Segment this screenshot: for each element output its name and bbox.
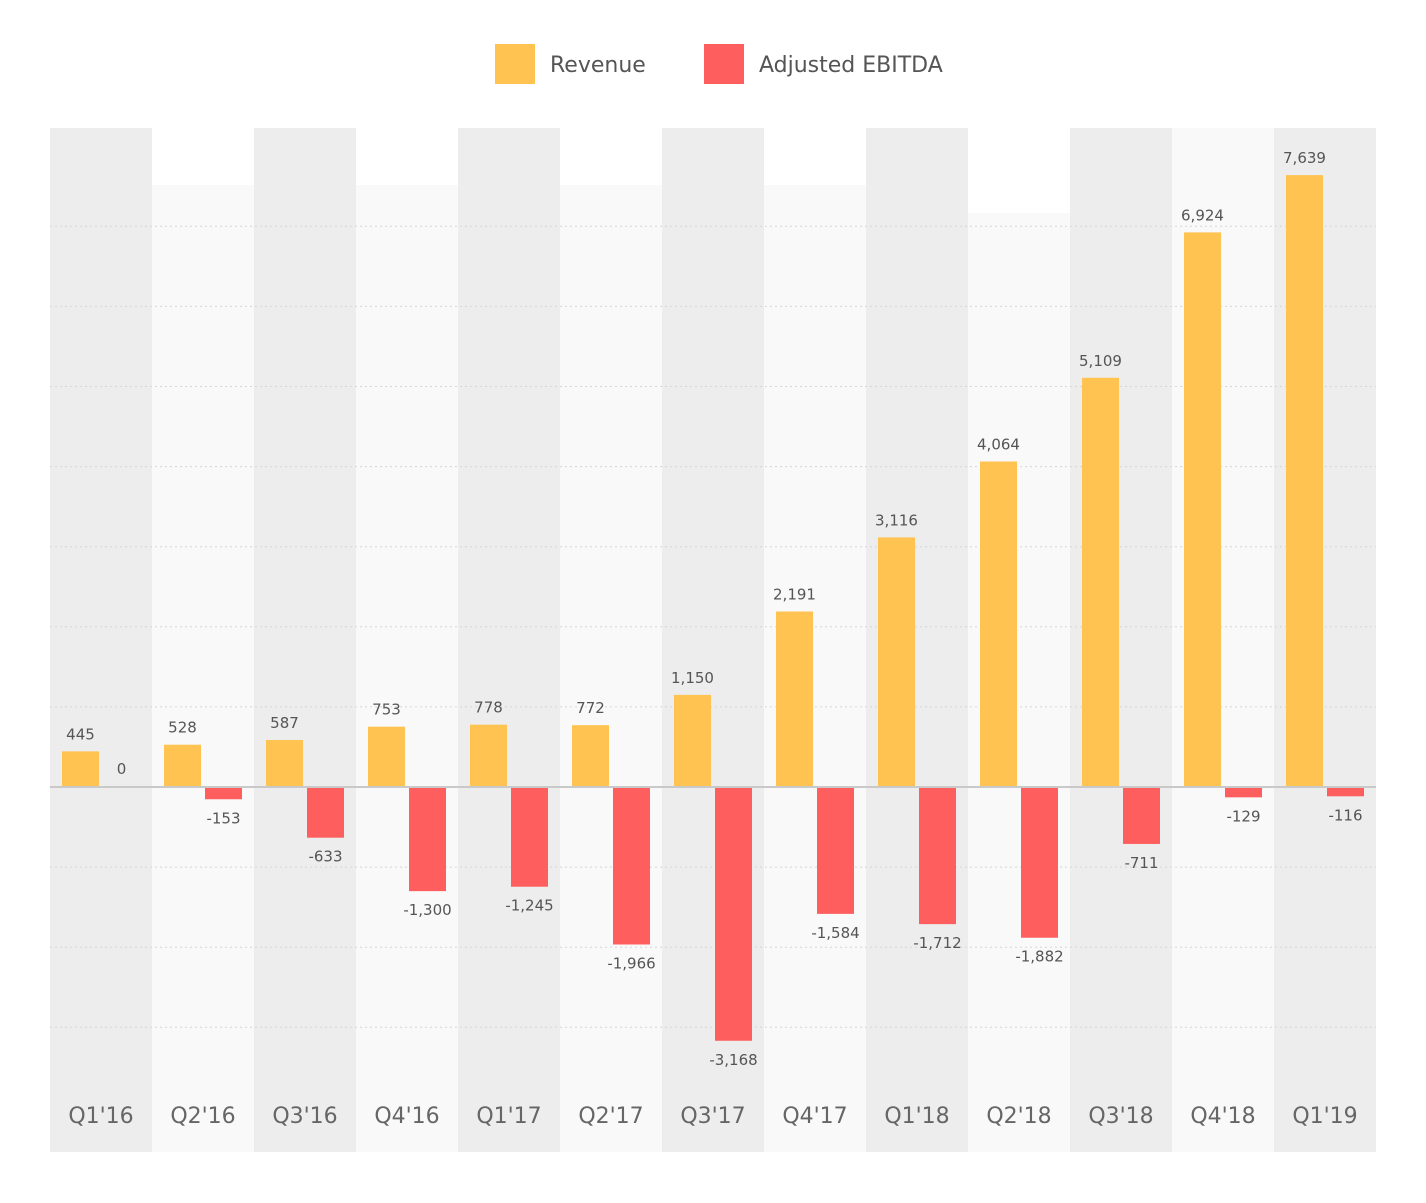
value-label-adjusted-ebitda: -1,966 bbox=[607, 954, 655, 972]
value-labels: 445 0 528 -153 587 -633 753 -1,300 778 -1,245 772 -… bbox=[66, 149, 1362, 1069]
legend-swatch-revenue bbox=[495, 44, 535, 84]
value-label-revenue: 2,191 bbox=[773, 586, 816, 604]
bar-adjusted-ebitda[interactable] bbox=[1123, 787, 1160, 844]
bar-adjusted-ebitda[interactable] bbox=[511, 787, 548, 887]
bar-adjusted-ebitda[interactable] bbox=[409, 787, 446, 892]
bar-adjusted-ebitda[interactable] bbox=[1021, 787, 1058, 938]
category-label: Q3'17 bbox=[680, 1104, 745, 1129]
value-label-adjusted-ebitda: -711 bbox=[1124, 854, 1158, 872]
value-label-adjusted-ebitda: -1,712 bbox=[913, 934, 961, 952]
value-label-revenue: 753 bbox=[372, 701, 401, 719]
category-label: Q1'19 bbox=[1292, 1104, 1357, 1129]
category-label: Q1'17 bbox=[476, 1104, 541, 1129]
bar-revenue[interactable] bbox=[368, 726, 405, 787]
value-label-revenue: 4,064 bbox=[977, 435, 1020, 453]
value-label-adjusted-ebitda: -1,300 bbox=[403, 901, 451, 919]
value-label-revenue: 445 bbox=[66, 725, 95, 743]
bar-adjusted-ebitda[interactable] bbox=[307, 787, 344, 838]
value-label-revenue: 772 bbox=[576, 699, 605, 717]
value-label-revenue: 1,150 bbox=[671, 669, 714, 687]
legend-item-revenue[interactable]: Revenue bbox=[495, 44, 646, 84]
gridlines bbox=[50, 225, 1376, 1028]
value-label-adjusted-ebitda: -129 bbox=[1226, 807, 1260, 825]
bar-revenue[interactable] bbox=[1184, 232, 1221, 788]
bar-revenue[interactable] bbox=[776, 611, 813, 787]
value-label-adjusted-ebitda: -116 bbox=[1328, 806, 1362, 824]
bar-adjusted-ebitda[interactable] bbox=[1327, 787, 1364, 797]
bar-revenue[interactable] bbox=[878, 537, 915, 787]
column-bands bbox=[50, 128, 1376, 1152]
bar-revenue[interactable] bbox=[62, 751, 99, 787]
bar-adjusted-ebitda[interactable] bbox=[205, 787, 242, 800]
category-label: Q4'16 bbox=[374, 1104, 439, 1129]
column-band bbox=[560, 185, 662, 1152]
bar-adjusted-ebitda[interactable] bbox=[817, 787, 854, 914]
legend-item-adjusted-ebitda[interactable]: Adjusted EBITDA bbox=[704, 44, 943, 84]
bar-revenue[interactable] bbox=[572, 725, 609, 787]
bar-adjusted-ebitda[interactable] bbox=[1225, 787, 1262, 798]
bar-adjusted-ebitda[interactable] bbox=[613, 787, 650, 945]
category-labels: Q1'16 Q2'16 Q3'16 Q4'16 Q1'17 Q2'17 Q3'17 Q4'17… bbox=[68, 1104, 1357, 1129]
column-band bbox=[458, 128, 560, 1152]
category-label: Q4'17 bbox=[782, 1104, 847, 1129]
value-label-adjusted-ebitda: -3,168 bbox=[709, 1051, 757, 1069]
value-label-adjusted-ebitda: -1,245 bbox=[505, 897, 553, 915]
value-label-revenue: 6,924 bbox=[1181, 206, 1224, 224]
value-label-adjusted-ebitda: -633 bbox=[308, 848, 342, 866]
legend-label-revenue: Revenue bbox=[550, 53, 646, 78]
category-label: Q3'18 bbox=[1088, 1104, 1153, 1129]
value-label-revenue: 7,639 bbox=[1283, 149, 1326, 167]
bar-revenue[interactable] bbox=[164, 744, 201, 787]
value-label-revenue: 5,109 bbox=[1079, 352, 1122, 370]
category-label: Q2'18 bbox=[986, 1104, 1051, 1129]
value-label-adjusted-ebitda: -1,882 bbox=[1015, 948, 1063, 966]
category-label: Q2'16 bbox=[170, 1104, 235, 1129]
value-label-adjusted-ebitda: -153 bbox=[206, 809, 240, 827]
bar-revenue[interactable] bbox=[980, 461, 1017, 787]
bar-revenue[interactable] bbox=[1082, 377, 1119, 787]
bar-revenue[interactable] bbox=[266, 739, 303, 787]
legend-label-adjusted-ebitda: Adjusted EBITDA bbox=[759, 53, 943, 78]
value-label-revenue: 528 bbox=[168, 719, 197, 737]
legend-swatch-adjusted-ebitda bbox=[704, 44, 744, 84]
category-label: Q2'17 bbox=[578, 1104, 643, 1129]
bar-adjusted-ebitda[interactable] bbox=[919, 787, 956, 925]
category-label: Q1'18 bbox=[884, 1104, 949, 1129]
column-band bbox=[356, 185, 458, 1152]
bar-revenue[interactable] bbox=[1286, 175, 1323, 788]
column-band bbox=[50, 128, 152, 1152]
bar-revenue[interactable] bbox=[674, 694, 711, 787]
value-label-adjusted-ebitda: -1,584 bbox=[811, 924, 859, 942]
column-band bbox=[152, 185, 254, 1152]
column-band bbox=[254, 128, 356, 1152]
category-label: Q3'16 bbox=[272, 1104, 337, 1129]
category-label: Q4'18 bbox=[1190, 1104, 1255, 1129]
legend: Revenue Adjusted EBITDA bbox=[495, 44, 943, 84]
value-label-adjusted-ebitda: 0 bbox=[117, 760, 127, 778]
value-label-revenue: 778 bbox=[474, 699, 503, 717]
bar-revenue[interactable] bbox=[470, 724, 507, 787]
value-label-revenue: 3,116 bbox=[875, 511, 918, 529]
value-label-revenue: 587 bbox=[270, 714, 299, 732]
category-label: Q1'16 bbox=[68, 1104, 133, 1129]
bar-adjusted-ebitda[interactable] bbox=[715, 787, 752, 1041]
bars bbox=[62, 175, 1364, 1041]
